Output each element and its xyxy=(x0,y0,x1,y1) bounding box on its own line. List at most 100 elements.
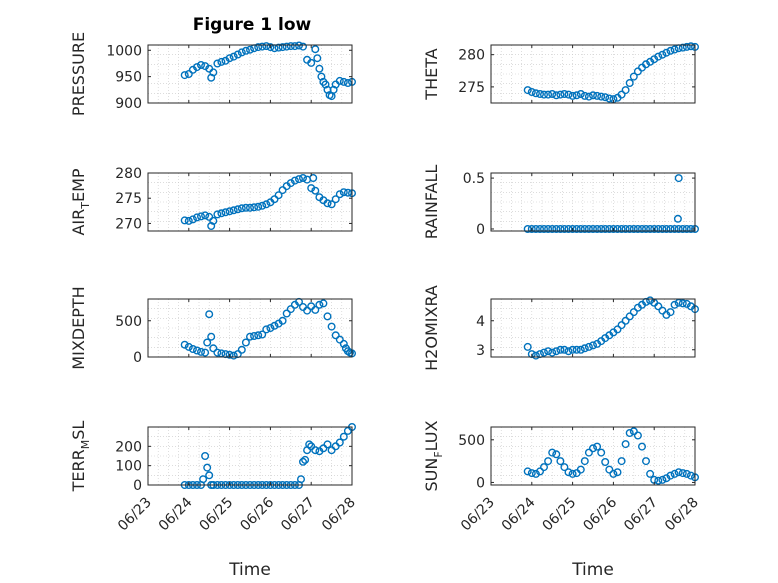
data-point-air_temp xyxy=(270,195,279,204)
data-point-pressure xyxy=(192,63,201,72)
data-point-pressure xyxy=(217,57,226,66)
data-point-sun_flux xyxy=(617,457,626,466)
y-tick-label: 200 xyxy=(115,439,142,455)
data-point-h2omixra xyxy=(621,316,630,325)
data-point-h2omixra xyxy=(576,345,585,354)
data-point-rainfall xyxy=(625,224,634,233)
y-tick-label: 275 xyxy=(115,191,142,207)
data-point-mixdepth xyxy=(254,331,263,340)
data-point-pressure xyxy=(180,71,189,80)
axes-box xyxy=(490,44,696,104)
data-point-air_temp xyxy=(221,208,230,217)
data-point-terr_msl xyxy=(297,475,306,484)
data-point-rainfall xyxy=(609,224,618,233)
data-point-pressure xyxy=(262,42,271,51)
data-point-theta xyxy=(629,72,638,81)
data-point-pressure xyxy=(213,59,222,68)
data-point-air_temp xyxy=(225,207,234,216)
data-point-sun_flux xyxy=(564,468,573,477)
data-point-rainfall xyxy=(605,224,614,233)
y-tick-label: 900 xyxy=(115,96,142,112)
data-point-sun_flux xyxy=(678,469,687,478)
data-point-terr_msl xyxy=(205,471,214,480)
data-point-air_temp xyxy=(233,205,242,214)
data-point-rainfall xyxy=(673,214,682,223)
subplot-pressure: 900 950 1000 PRESSURE xyxy=(69,32,357,116)
y-tick-label: 270 xyxy=(115,216,142,232)
data-point-sun_flux xyxy=(686,471,695,480)
data-point-mixdepth xyxy=(266,324,275,333)
data-point-terr_msl xyxy=(339,432,348,441)
data-point-pressure xyxy=(241,46,250,55)
data-point-h2omixra xyxy=(670,300,679,309)
data-point-h2omixra xyxy=(548,348,557,357)
data-point-rainfall xyxy=(564,224,573,233)
y-axis-label-terr_msl: TERRMSL xyxy=(69,421,92,493)
data-point-h2omixra xyxy=(564,347,573,356)
y-tick-label: 0 xyxy=(133,350,142,366)
axes-box xyxy=(147,172,353,232)
data-point-pressure xyxy=(196,61,205,70)
data-point-sun_flux xyxy=(613,468,622,477)
data-point-pressure xyxy=(315,64,324,73)
data-point-rainfall xyxy=(540,224,549,233)
y-tick-label: 500 xyxy=(458,433,485,449)
data-point-rainfall xyxy=(552,224,561,233)
data-point-rainfall xyxy=(670,224,679,233)
data-point-pressure xyxy=(299,42,308,51)
data-point-mixdepth xyxy=(315,300,324,309)
data-point-air_temp xyxy=(229,206,238,215)
data-point-theta xyxy=(589,91,598,100)
y-axis-label-theta: THETA xyxy=(422,48,441,100)
data-point-air_temp xyxy=(180,216,189,225)
data-point-mixdepth xyxy=(213,348,222,357)
data-point-rainfall xyxy=(531,224,540,233)
data-point-pressure xyxy=(184,69,193,78)
data-point-air_temp xyxy=(184,216,193,225)
data-point-air_temp xyxy=(237,204,246,213)
data-point-air_temp xyxy=(327,200,336,209)
y-tick-label: 0 xyxy=(476,222,485,238)
data-point-sun_flux xyxy=(552,450,561,459)
data-point-pressure xyxy=(311,45,320,54)
data-point-sun_flux xyxy=(544,457,553,466)
data-point-theta xyxy=(670,45,679,54)
data-point-theta xyxy=(658,50,667,59)
y-tick-label: 280 xyxy=(458,48,485,64)
data-point-h2omixra xyxy=(678,299,687,308)
data-point-rainfall xyxy=(638,224,647,233)
data-point-terr_msl xyxy=(301,455,310,464)
data-point-air_temp xyxy=(209,216,218,225)
data-point-pressure xyxy=(225,54,234,63)
data-point-pressure xyxy=(339,77,348,86)
data-point-mixdepth xyxy=(323,312,332,321)
y-tick-label: 100 xyxy=(115,459,142,475)
data-point-h2omixra xyxy=(617,321,626,330)
data-point-sun_flux xyxy=(556,457,565,466)
data-point-air_temp xyxy=(245,203,254,212)
data-point-pressure xyxy=(313,54,322,63)
data-point-rainfall xyxy=(678,224,687,233)
data-point-terr_msl xyxy=(299,457,308,466)
data-point-mixdepth xyxy=(311,305,320,314)
data-point-h2omixra xyxy=(625,312,634,321)
data-point-theta xyxy=(572,91,581,100)
data-point-theta xyxy=(682,42,691,51)
data-point-theta xyxy=(556,90,565,99)
data-point-sun_flux xyxy=(638,442,647,451)
data-point-air_temp xyxy=(262,200,271,209)
data-point-rainfall xyxy=(613,224,622,233)
data-point-air_temp xyxy=(205,212,214,221)
data-point-rainfall xyxy=(674,224,683,233)
data-point-air_temp xyxy=(217,209,226,218)
data-point-air_temp xyxy=(188,215,197,224)
data-point-air_temp xyxy=(241,203,250,212)
data-point-h2omixra xyxy=(666,308,675,317)
data-point-sun_flux xyxy=(593,442,602,451)
data-point-rainfall xyxy=(527,224,536,233)
data-point-air_temp xyxy=(309,173,318,182)
x-axis-label: Time xyxy=(228,560,271,580)
data-point-h2omixra xyxy=(568,345,577,354)
data-point-air_temp xyxy=(290,176,299,185)
